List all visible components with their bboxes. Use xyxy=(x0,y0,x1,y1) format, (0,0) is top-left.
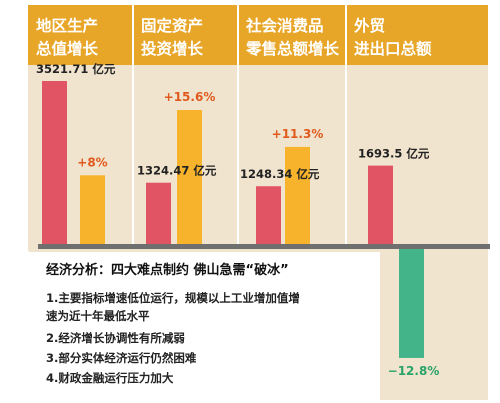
analysis-box: 经济分析：四大难点制约 佛山急需“破冰” 1.主要指标增速低位运行，规模以上工业… xyxy=(46,262,300,385)
header-3-line1: 社会消费品 xyxy=(245,16,324,35)
amount-label-1: 3521.71 亿元 xyxy=(36,62,116,76)
header-1-line1: 地区生产 xyxy=(36,16,98,35)
column-headers: 地区生产 总值增长 固定资产 投资增长 社会消费品 零售总额增长 外贸 进出口总… xyxy=(28,5,488,245)
amount-bars xyxy=(42,81,393,244)
analysis-item-2: 2.经济增长协调性有所减弱 xyxy=(46,331,185,345)
header-4-line2: 进出口总额 xyxy=(354,39,432,58)
bar-growth-2 xyxy=(177,110,202,244)
analysis-title: 经济分析：四大难点制约 佛山急需“破冰” xyxy=(46,262,289,278)
growth-bars xyxy=(80,110,424,358)
growth-label-4: −12.8% xyxy=(388,364,440,378)
growth-label-3: +11.3% xyxy=(272,127,324,141)
bar-amount-1 xyxy=(42,81,67,244)
header-bar xyxy=(28,5,488,65)
analysis-item-3: 3.部分实体经济运行仍然困难 xyxy=(46,351,197,365)
header-2-line1: 固定资产 xyxy=(141,16,203,35)
amount-labels: 3521.71 亿元 1324.47 亿元 1248.34 亿元 1693.5 … xyxy=(36,62,430,181)
baseline xyxy=(38,244,490,249)
amount-label-3: 1248.34 亿元 xyxy=(240,167,320,181)
bar-growth-3 xyxy=(285,146,310,244)
bar-growth-1 xyxy=(80,175,105,244)
growth-label-1: +8% xyxy=(77,155,107,169)
bar-growth-4 xyxy=(399,248,424,358)
amount-label-4: 1693.5 亿元 xyxy=(358,147,430,161)
growth-label-2: +15.6% xyxy=(164,90,216,104)
analysis-item-1-line1: 1.主要指标增速低位运行，规模以上工业增加值增 xyxy=(46,291,300,305)
bar-amount-4 xyxy=(368,165,393,244)
bar-amount-3 xyxy=(256,186,281,244)
lower-right-panel xyxy=(380,247,488,400)
growth-labels: +8% +15.6% +11.3% −12.8% xyxy=(77,90,439,378)
bar-amount-2 xyxy=(146,182,171,244)
analysis-item-4: 4.财政金融运行压力加大 xyxy=(46,371,174,385)
header-2-line2: 投资增长 xyxy=(141,39,204,58)
header-1-line2: 总值增长 xyxy=(36,39,99,58)
header-3-line2: 零售总额增长 xyxy=(245,39,340,58)
header-4-line1: 外贸 xyxy=(354,16,385,35)
analysis-item-1-line2: 速为近十年最低水平 xyxy=(46,309,150,323)
amount-label-2: 1324.47 亿元 xyxy=(137,164,217,178)
